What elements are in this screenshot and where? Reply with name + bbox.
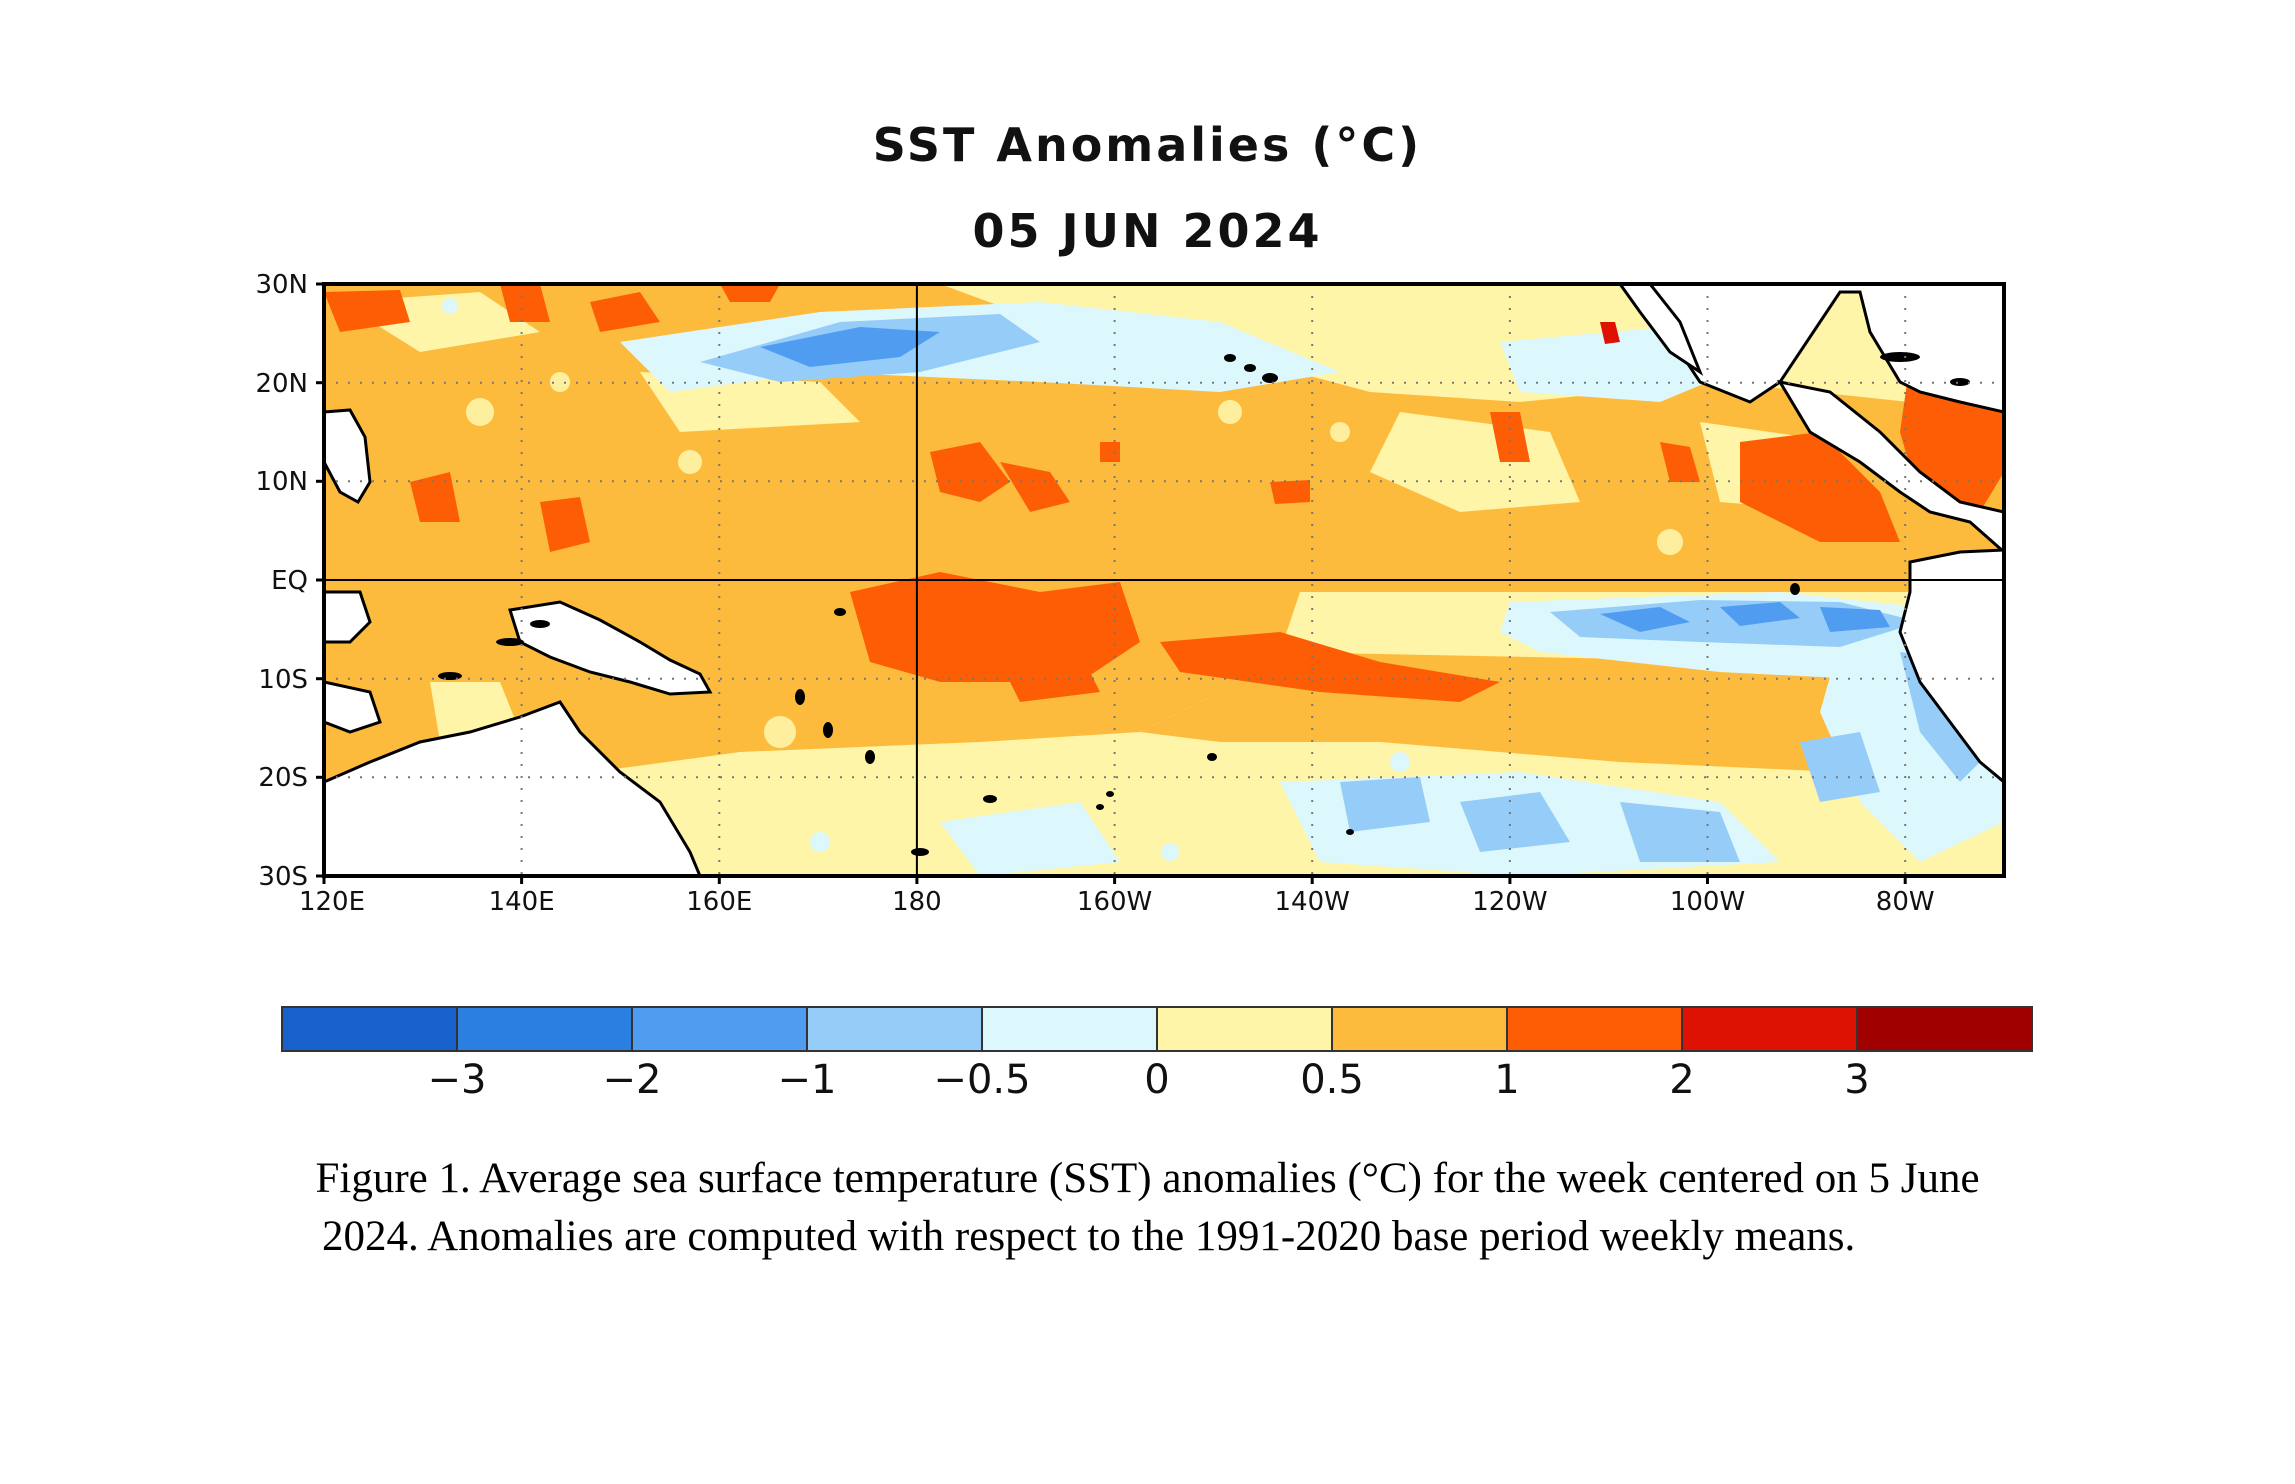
gridlines <box>324 284 2004 876</box>
colorbar-label: 0 <box>1144 1057 1169 1103</box>
lon-label: 80W <box>1876 887 1935 917</box>
colorbar-swatch <box>631 1006 808 1052</box>
anomaly-texture-cool <box>442 298 1410 861</box>
colorbar-swatch <box>1156 1006 1333 1052</box>
islands <box>438 352 1970 856</box>
figure-caption-line2: 2024. Anomalies are computed with respec… <box>322 1213 1856 1260</box>
lon-label: 120W <box>1472 887 1547 917</box>
colorbar-swatch <box>1506 1006 1683 1052</box>
colorbar-label: −3 <box>428 1057 487 1103</box>
colorbar-label: −2 <box>603 1057 662 1103</box>
colorbar-labels: −3 −2 −1 −0.5 0 0.5 1 2 3 <box>428 1057 1870 1103</box>
lon-labels: 120E 140E 160E 180 160W 140W 120W 100W 8… <box>299 887 1935 917</box>
lon-label: 140W <box>1275 887 1350 917</box>
colorbar: −3 −2 −1 −0.5 0 0.5 1 2 3 <box>281 1006 2033 1103</box>
anomaly-texture-light <box>466 351 1683 748</box>
reference-lines <box>324 284 2004 876</box>
lon-label: 100W <box>1670 887 1745 917</box>
colorbar-swatch <box>806 1006 983 1052</box>
lon-label: 160W <box>1077 887 1152 917</box>
lat-label: 20N <box>255 369 308 399</box>
sulawesi-land <box>324 680 382 734</box>
colorbar-swatch <box>981 1006 1158 1052</box>
anomaly-2-3-regions <box>1600 322 1620 344</box>
lon-label: 180 <box>892 887 942 917</box>
borneo-land <box>324 590 372 644</box>
lat-label: 30S <box>258 862 308 892</box>
colorbar-swatch <box>1681 1006 1858 1052</box>
baja-land <box>1618 284 1704 376</box>
colorbar-label: 1 <box>1494 1057 1519 1103</box>
lat-label: 30N <box>255 270 308 300</box>
new-guinea-land <box>508 600 713 696</box>
map-title: SST Anomalies (°C) <box>872 118 1423 172</box>
north-america-land <box>1648 284 2004 414</box>
colorbar-swatch <box>456 1006 633 1052</box>
philippines-land <box>324 408 372 505</box>
colorbar-swatch <box>1331 1006 1508 1052</box>
lon-label: 140E <box>489 887 555 917</box>
central-america-land <box>1776 379 2004 555</box>
colorbar-label: −0.5 <box>933 1057 1030 1103</box>
lat-label: 10N <box>255 467 308 497</box>
colorbar-swatch <box>281 1006 458 1052</box>
colorbar-swatch <box>1856 1006 2033 1052</box>
land-masses <box>324 284 2004 876</box>
lon-label: 120E <box>299 887 365 917</box>
colorbar-label: 3 <box>1844 1057 1869 1103</box>
figure-caption-line1: Figure 1. Average sea surface temperatur… <box>315 1155 1980 1202</box>
south-america-land <box>1898 548 2004 784</box>
sst-anomaly-map: 30N 20N 10N EQ 10S 20S 30S 120E 140E 160… <box>255 270 2006 917</box>
lon-label: 160E <box>686 887 752 917</box>
colorbar-label: 0.5 <box>1300 1057 1364 1103</box>
colorbar-label: 2 <box>1669 1057 1694 1103</box>
australia-land <box>324 700 702 876</box>
axis-ticks <box>316 282 1907 884</box>
lat-label: EQ <box>271 566 308 596</box>
map-subtitle: 05 JUN 2024 <box>972 204 1323 258</box>
colorbar-swatches <box>281 1006 2033 1052</box>
lat-labels: 30N 20N 10N EQ 10S 20S 30S <box>255 270 308 892</box>
lat-label: 10S <box>258 665 308 695</box>
lat-label: 20S <box>258 763 308 793</box>
colorbar-label: −1 <box>778 1057 837 1103</box>
